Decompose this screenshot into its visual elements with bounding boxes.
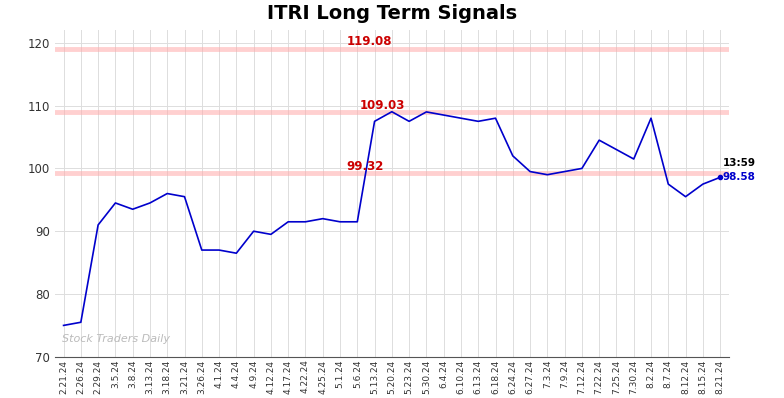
Text: Stock Traders Daily: Stock Traders Daily (62, 334, 169, 344)
Text: 98.58: 98.58 (723, 172, 756, 182)
Text: 109.03: 109.03 (360, 99, 405, 111)
Text: 99.32: 99.32 (347, 160, 384, 173)
Title: ITRI Long Term Signals: ITRI Long Term Signals (267, 4, 517, 23)
Text: 13:59: 13:59 (723, 158, 756, 168)
Text: 119.08: 119.08 (347, 35, 392, 49)
